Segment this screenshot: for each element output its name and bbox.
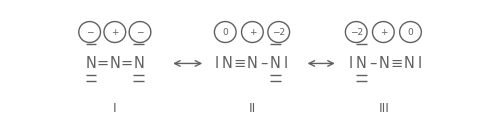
Text: N: N: [222, 56, 232, 71]
Text: 0: 0: [222, 27, 228, 37]
Text: ≡: ≡: [234, 56, 246, 71]
Text: I: I: [215, 56, 219, 71]
Text: II: II: [249, 102, 256, 115]
Text: +: +: [111, 27, 118, 37]
Text: III: III: [378, 102, 390, 115]
Text: I: I: [284, 56, 288, 71]
Text: −2: −2: [272, 27, 285, 37]
Text: N: N: [270, 56, 280, 71]
Text: 0: 0: [408, 27, 414, 37]
Text: ≡: ≡: [390, 56, 403, 71]
Text: –: –: [260, 56, 268, 71]
Text: I: I: [349, 56, 353, 71]
Text: N: N: [110, 56, 120, 71]
Text: N: N: [404, 56, 414, 71]
Text: N: N: [378, 56, 390, 71]
Text: +: +: [380, 27, 387, 37]
Text: N: N: [133, 56, 144, 71]
Text: N: N: [86, 56, 96, 71]
Text: =: =: [97, 56, 109, 71]
Text: –: –: [369, 56, 376, 71]
Text: I: I: [113, 102, 116, 115]
Text: −2: −2: [350, 27, 363, 37]
Text: I: I: [418, 56, 422, 71]
Text: N: N: [356, 56, 367, 71]
Text: +: +: [248, 27, 256, 37]
Text: =: =: [120, 56, 133, 71]
Text: N: N: [247, 56, 258, 71]
Text: −: −: [86, 27, 94, 37]
Text: −: −: [136, 27, 144, 37]
